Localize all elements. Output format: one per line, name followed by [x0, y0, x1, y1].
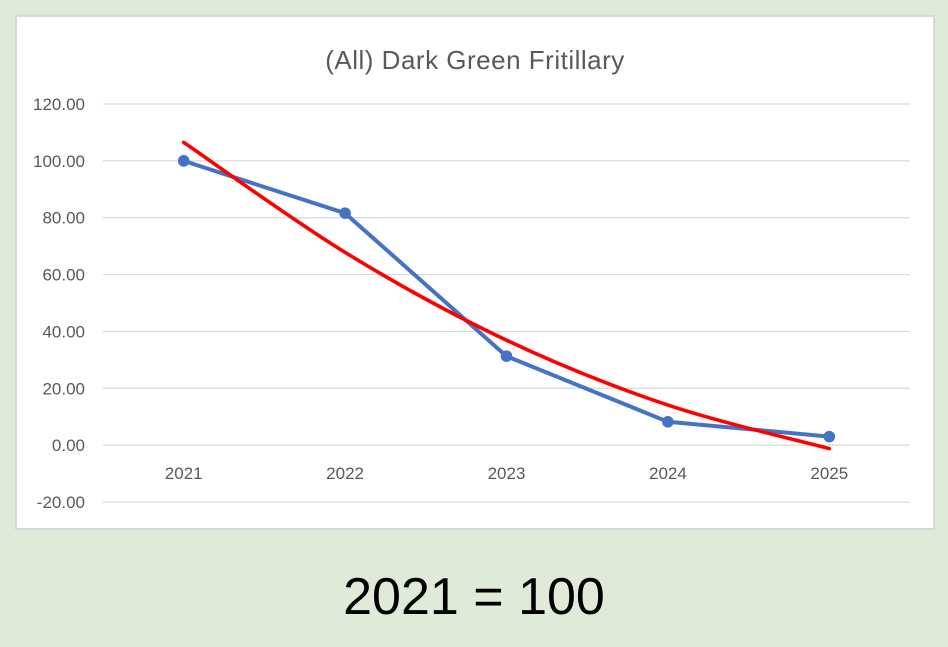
- chart-title: (All) Dark Green Fritillary: [325, 45, 625, 75]
- x-tick-label: 2022: [326, 464, 364, 483]
- data-point-marker: [823, 430, 836, 443]
- y-tick-label: 20.00: [42, 379, 85, 398]
- chart-panel: 120.00 100.00 80.00 60.00 40.00 20.00 0.00 -20.…: [15, 15, 935, 530]
- y-tick-label: 60.00: [42, 266, 85, 285]
- y-tick-label: -20.00: [37, 493, 85, 512]
- series-line-path: [181, 158, 832, 439]
- data-point-marker: [500, 350, 513, 362]
- y-tick-label: 0.00: [52, 436, 85, 455]
- data-point-marker: [177, 155, 190, 167]
- line-chart-plot: 120.00 100.00 80.00 60.00 40.00 20.00 0.00 -20.…: [33, 95, 910, 512]
- x-tick-label: 2021: [165, 464, 203, 483]
- data-point-marker: [662, 416, 674, 428]
- y-tick-label: 120.00: [33, 95, 85, 114]
- data-point-marker: [339, 207, 351, 219]
- baseline-note: 2021 = 100: [343, 568, 605, 626]
- x-tick-label: 2023: [488, 464, 526, 483]
- y-tick-label: 40.00: [42, 322, 85, 341]
- x-tick-label: 2025: [810, 464, 848, 483]
- y-tick-label: 100.00: [33, 152, 85, 171]
- y-tick-label: 80.00: [42, 209, 85, 228]
- trendline-path: [181, 140, 832, 451]
- x-tick-label: 2024: [649, 464, 687, 483]
